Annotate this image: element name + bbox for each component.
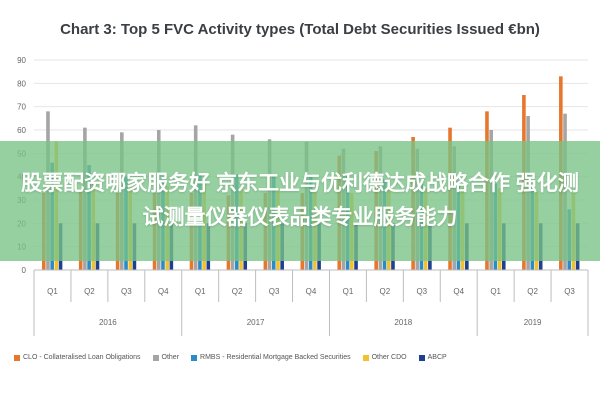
legend-item: RMBS - Residential Mortgage Backed Secur… [191, 354, 351, 361]
legend-swatch [191, 354, 198, 361]
x-tick-label: Q1 [195, 287, 206, 296]
legend-label: Other CDO [371, 354, 407, 361]
x-tick-label: Q3 [416, 287, 427, 296]
x-tick-label: Q2 [527, 287, 538, 296]
legend-label: Other [161, 354, 180, 361]
x-tick-label: Q1 [343, 287, 354, 296]
y-tick-label: 60 [17, 126, 26, 135]
year-label: 2018 [394, 318, 412, 327]
x-tick-label: Q3 [269, 287, 280, 296]
x-tick-label: Q4 [306, 287, 317, 296]
x-tick-label: Q3 [564, 287, 575, 296]
legend-item: CLO - Collateralised Loan Obligations [14, 354, 141, 361]
x-tick-label: Q4 [453, 287, 464, 296]
y-tick-label: 70 [17, 103, 26, 112]
legend-label: CLO - Collateralised Loan Obligations [23, 354, 141, 361]
y-tick-label: 90 [17, 56, 26, 65]
x-tick-label: Q2 [84, 287, 95, 296]
year-label: 2017 [247, 318, 265, 327]
legend: CLO - Collateralised Loan Obligations Oth… [14, 354, 594, 361]
x-tick-label: Q2 [232, 287, 243, 296]
chart-title: Chart 3: Top 5 FVC Activity types (Total… [60, 21, 540, 38]
x-tick-label: Q4 [158, 287, 169, 296]
legend-swatch [418, 354, 425, 361]
legend-item: ABCP [418, 354, 447, 361]
overlay-text: 股票配资哪家服务好 京东工业与优利德达成战略合作 强化测试测量仪器仪表品类专业服… [21, 172, 579, 229]
x-tick-label: Q1 [47, 287, 58, 296]
legend-swatch [362, 354, 369, 361]
legend-swatch [14, 354, 20, 361]
legend-swatch [152, 354, 159, 361]
x-tick-label: Q2 [380, 287, 391, 296]
year-label: 2019 [524, 318, 542, 327]
legend-label: ABCP [427, 354, 447, 361]
x-tick-label: Q3 [121, 287, 132, 296]
legend-item: Other [152, 354, 180, 361]
legend-item: Other CDO [362, 354, 407, 361]
x-tick-label: Q1 [490, 287, 501, 296]
legend-label: RMBS - Residential Mortgage Backed Secur… [200, 354, 351, 361]
y-tick-label: 80 [17, 79, 26, 88]
overlay-banner: 股票配资哪家服务好 京东工业与优利德达成战略合作 强化测试测量仪器仪表品类专业服… [0, 141, 600, 261]
year-label: 2016 [99, 318, 117, 327]
y-tick-label: 0 [22, 266, 27, 275]
